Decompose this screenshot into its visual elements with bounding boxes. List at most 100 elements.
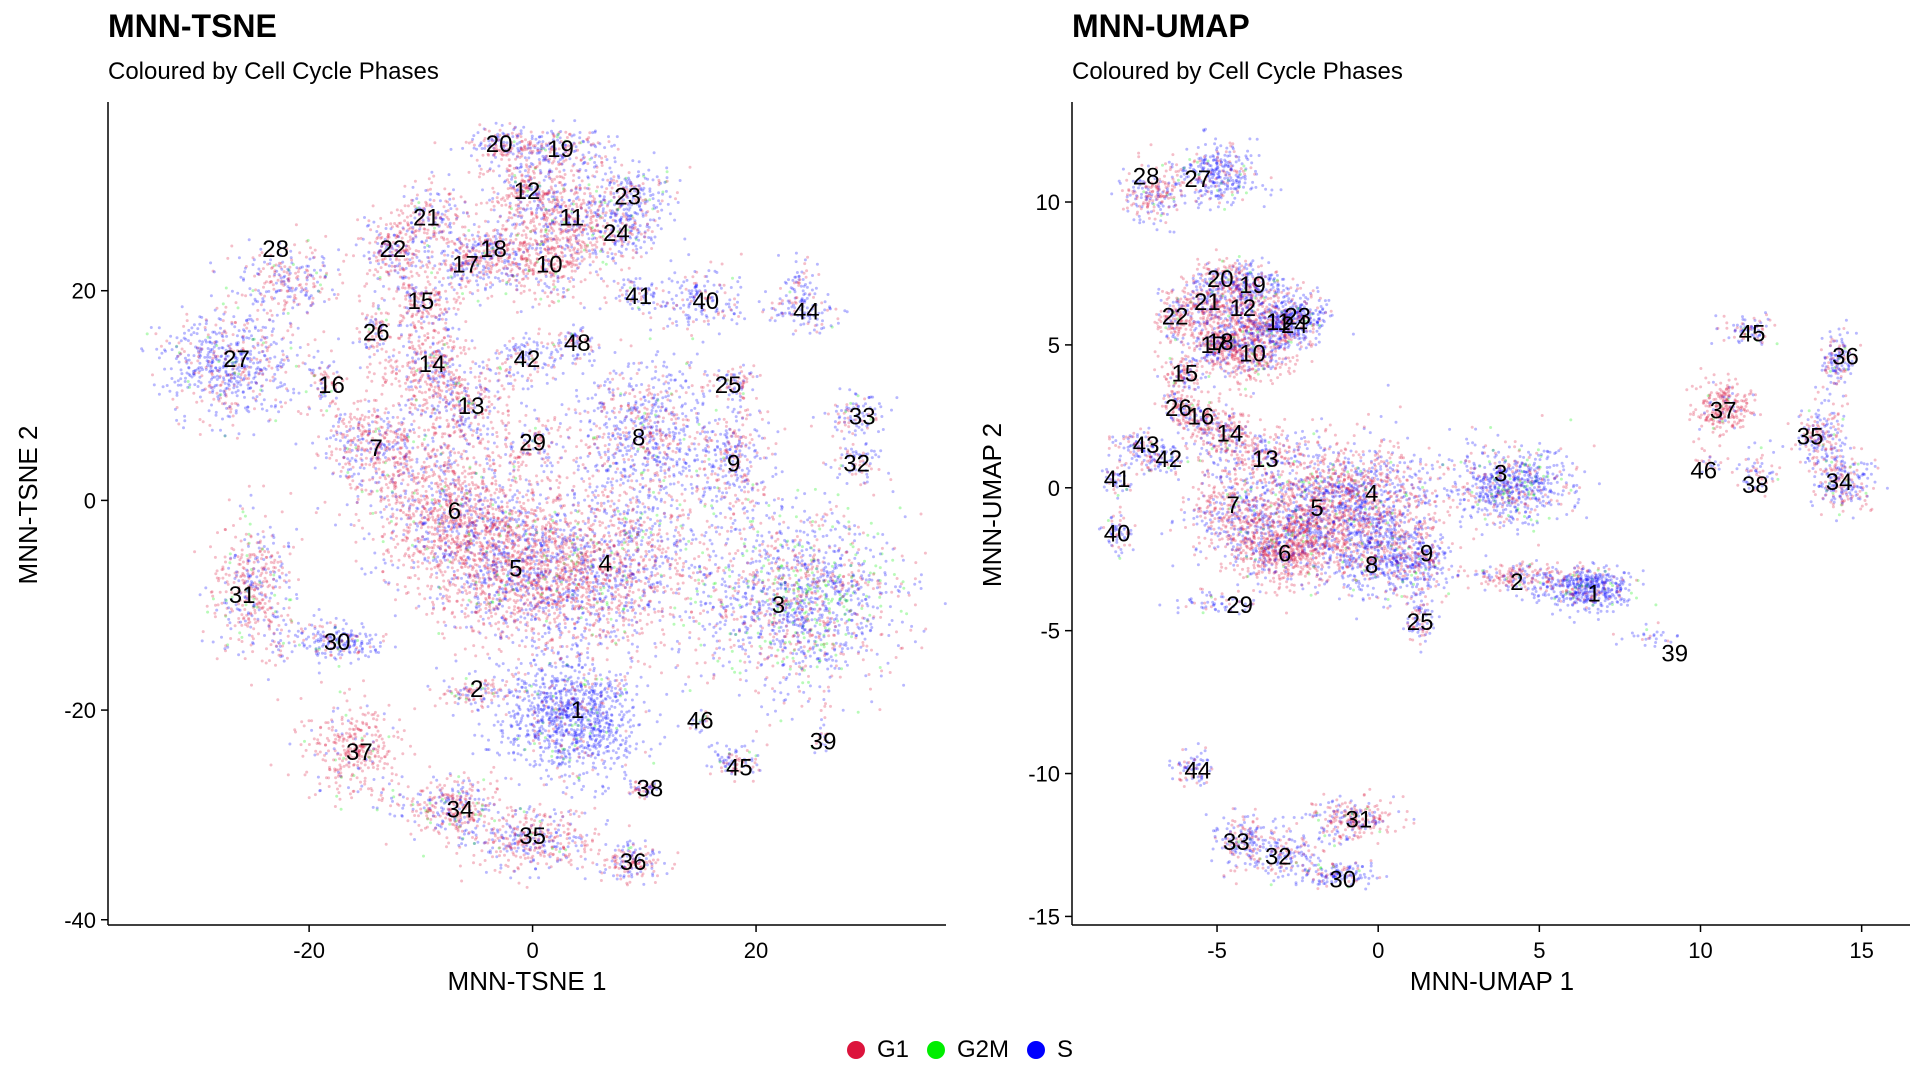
point [796,488,800,492]
point [771,623,775,627]
point [560,704,564,708]
point [684,610,688,614]
point [557,689,561,693]
point [535,506,539,509]
point [669,587,673,591]
point [552,526,556,530]
point [487,748,491,752]
point [657,491,661,495]
point [743,537,747,541]
point [602,533,606,537]
point [865,649,868,652]
point [630,642,634,646]
point [797,618,801,622]
point [621,715,625,719]
point [550,684,554,688]
point [797,685,800,689]
point [776,648,780,652]
point [834,504,838,508]
point [789,613,793,617]
point [516,737,520,741]
point [527,581,530,585]
point [802,668,806,672]
point [537,689,541,693]
point [517,606,521,610]
point [554,665,558,669]
point [595,737,599,741]
point [616,553,620,556]
point [794,574,798,577]
point [451,713,455,717]
point [532,578,536,582]
point [494,612,498,616]
point [570,724,574,728]
point [630,659,634,663]
point [557,762,561,766]
point [635,692,639,696]
point [642,557,646,561]
point [864,546,868,550]
point [526,707,530,711]
point [569,521,572,525]
point [595,714,599,718]
point [560,761,564,765]
point [428,596,432,600]
point [766,713,770,716]
point [695,661,699,665]
point [654,654,658,658]
point [710,542,714,546]
point [604,526,608,530]
point [580,666,584,670]
point [858,532,862,536]
point [516,496,520,500]
point [612,543,616,547]
point [493,593,497,597]
point [652,585,656,589]
point [623,687,627,691]
point [439,482,443,486]
point [813,589,817,593]
point [808,697,812,701]
point [788,602,792,606]
point [622,537,626,541]
point [563,710,567,714]
point [870,648,873,652]
point [837,590,841,594]
point [738,659,742,663]
point [550,713,554,717]
point [679,548,683,552]
point [828,579,832,583]
point [512,506,516,510]
point [546,564,550,568]
point [605,676,609,680]
point [789,665,792,668]
point [726,537,730,541]
point [866,583,870,587]
point [719,600,723,604]
point [616,467,619,471]
point [518,695,522,699]
point [558,700,562,703]
point [780,621,784,625]
point [577,604,580,608]
point [884,590,888,594]
point [793,545,797,549]
point [492,685,495,689]
point [829,620,833,624]
point [516,583,520,587]
point [587,696,591,699]
point [872,493,876,497]
point [606,546,610,550]
point [825,609,829,613]
point [588,686,592,689]
point [463,612,467,616]
point [562,687,566,691]
point [652,761,656,765]
point [464,589,468,593]
point [796,623,800,627]
point [558,711,562,715]
point [528,607,532,611]
point [509,740,513,744]
point [867,574,871,577]
